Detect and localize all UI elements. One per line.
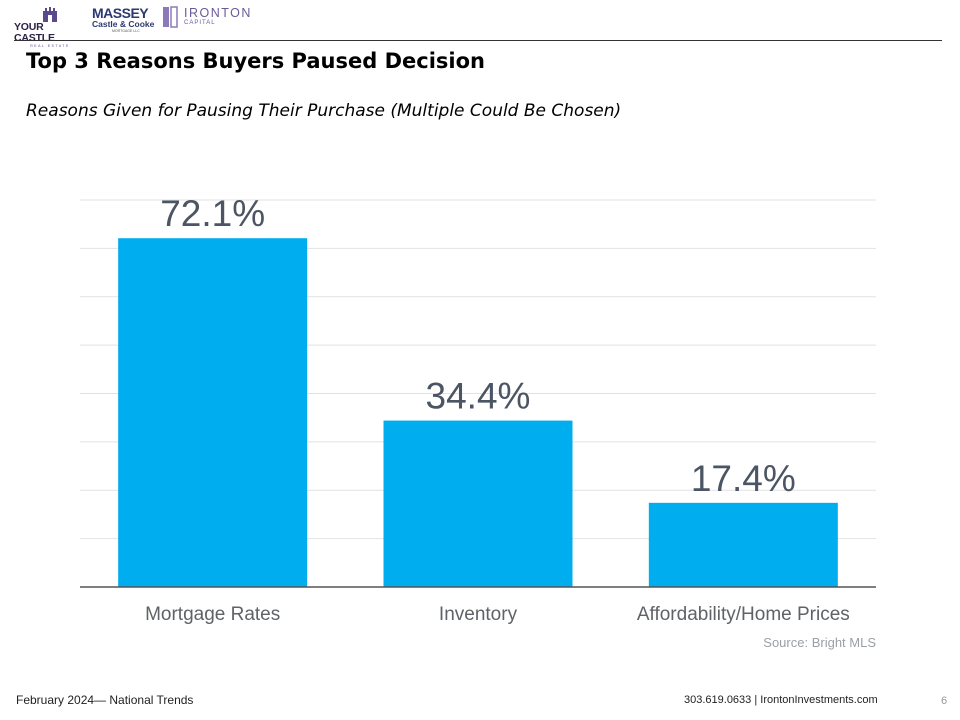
- bar: [118, 238, 308, 587]
- chart-source: Source: Bright MLS: [763, 635, 876, 650]
- ironton-logo: IRONTON CAPITAL: [162, 6, 252, 28]
- castle-icon: [43, 7, 57, 22]
- your-castle-logo: YOUR CASTLE REAL ESTATE: [14, 6, 86, 48]
- massey-name: MASSEY: [92, 5, 149, 21]
- your-castle-name: YOUR CASTLE: [14, 21, 55, 44]
- bar: [383, 420, 573, 587]
- page-number: 6: [941, 695, 948, 707]
- bar-value-label: 17.4%: [691, 458, 796, 499]
- slide-subtitle: Reasons Given for Pausing Their Purchase…: [26, 101, 622, 121]
- massey-line3: MORTGAGE LLC: [112, 29, 140, 33]
- footer-date: February 2024— National Trends: [16, 693, 194, 707]
- massey-line2: Castle & Cooke: [92, 19, 155, 29]
- massey-logo: MASSEY Castle & Cooke MORTGAGE LLC: [92, 6, 156, 33]
- ironton-mark-icon: [163, 6, 178, 28]
- logo-bar: YOUR CASTLE REAL ESTATE MASSEY Castle & …: [14, 6, 252, 48]
- bar-value-label: 72.1%: [160, 193, 265, 234]
- ironton-line2: CAPITAL: [184, 20, 216, 26]
- category-label: Mortgage Rates: [145, 604, 280, 625]
- category-label: Inventory: [439, 604, 518, 625]
- bar: [648, 502, 838, 587]
- ironton-name: IRONTON: [184, 6, 252, 20]
- bar-value-label: 34.4%: [426, 376, 531, 417]
- header-divider: [14, 40, 942, 41]
- your-castle-tagline: REAL ESTATE: [30, 44, 70, 48]
- footer-contact: 303.619.0633 | IrontonInvestments.com: [684, 694, 878, 706]
- slide-title: Top 3 Reasons Buyers Paused Decision: [26, 49, 485, 73]
- category-label: Affordability/Home Prices: [637, 604, 850, 625]
